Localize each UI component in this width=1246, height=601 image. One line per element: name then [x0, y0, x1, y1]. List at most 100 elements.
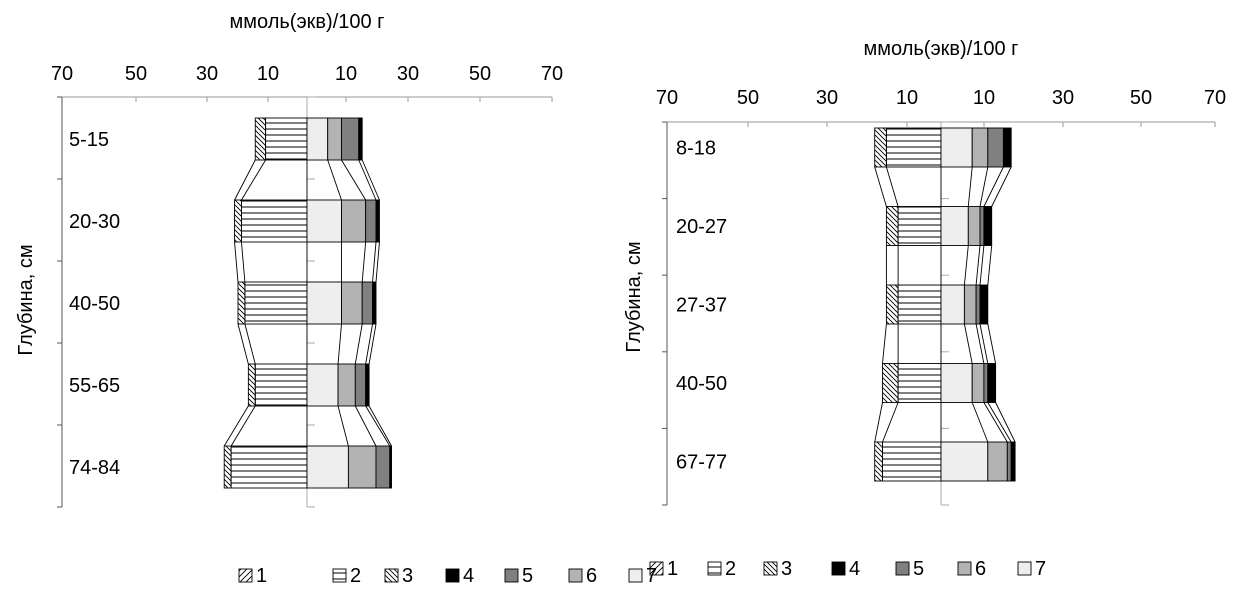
bar-segment-5 — [375, 445, 391, 489]
bar-segment-6 — [327, 117, 342, 161]
bar-segment-4 — [375, 199, 380, 243]
category-label: 8-18 — [676, 138, 716, 160]
connector-line — [987, 402, 1012, 443]
connector-line — [979, 245, 985, 286]
connector-line — [241, 241, 246, 283]
x-tick-label: 70 — [1204, 87, 1226, 109]
y-axis-label: Глубина, см — [15, 244, 37, 355]
legend-label-5: 5 — [522, 565, 533, 587]
chart-right: ммоль(экв)/100 г 70 50 30 10 10 30 50 70 Глубина,… — [623, 38, 1226, 580]
connector-line — [882, 323, 887, 364]
bar-segment-7 — [940, 363, 973, 403]
bar-segment-4 — [983, 206, 993, 246]
bar-segment-5 — [983, 363, 989, 403]
bar-segment-3 — [874, 441, 883, 482]
bar-segment-5 — [1006, 441, 1012, 482]
connector-line — [975, 323, 985, 364]
connector-line — [983, 166, 1004, 207]
chart-title: ммоль(экв)/100 г — [230, 11, 385, 33]
bar-segment-5 — [361, 281, 374, 325]
connector-line — [361, 241, 367, 283]
category-label: 5-15 — [69, 129, 109, 151]
connector-line — [979, 166, 989, 207]
x-tick-label: 10 — [335, 63, 357, 85]
bar-segment-6 — [971, 363, 985, 403]
legend-swatch-6 — [957, 561, 972, 576]
bar-segment-3 — [223, 445, 232, 489]
bar-segment-2 — [230, 445, 308, 489]
x-tick-label: 50 — [737, 87, 759, 109]
bar-segment-3 — [882, 363, 899, 403]
x-tick-label: 70 — [541, 63, 563, 85]
connector-line — [365, 405, 391, 447]
connector-line — [327, 159, 342, 201]
chart-title: ммоль(экв)/100 г — [864, 38, 1019, 60]
connector-line — [967, 166, 973, 207]
connector-line — [223, 405, 249, 447]
bar-segment-3 — [234, 199, 242, 243]
legend-label-6: 6 — [975, 558, 986, 580]
connector-line — [995, 402, 1016, 443]
connector-line — [885, 166, 899, 207]
bar-segment-3 — [874, 127, 887, 168]
legend-swatch-7 — [1017, 561, 1032, 576]
bar-segment-3 — [247, 363, 256, 407]
bar-segment-5 — [354, 363, 367, 407]
legend-swatch-6 — [568, 568, 583, 583]
bar-segment-6 — [967, 206, 981, 246]
connector-line — [375, 241, 380, 283]
legend-label-6: 6 — [586, 565, 597, 587]
category-label: 67-77 — [676, 452, 727, 474]
x-tick-label: 70 — [656, 87, 678, 109]
bar-segment-5 — [341, 117, 360, 161]
bar-segment-7 — [306, 199, 342, 243]
x-tick-label: 50 — [125, 63, 147, 85]
x-tick-label: 10 — [896, 87, 918, 109]
connector-line — [361, 159, 380, 201]
connector-line — [368, 405, 392, 447]
connector-line — [372, 241, 377, 283]
connector-line — [244, 323, 256, 365]
bar-segment-3 — [885, 284, 899, 325]
legend-swatch-3 — [763, 561, 778, 576]
legend-label-7: 7 — [1035, 558, 1046, 580]
connector-line — [354, 405, 377, 447]
x-tick-label: 30 — [816, 87, 838, 109]
bar-segment-2 — [265, 117, 308, 161]
connector-line — [991, 166, 1012, 207]
bar-segment-7 — [306, 281, 342, 325]
x-tick-label: 30 — [397, 63, 419, 85]
legend-label-5: 5 — [913, 558, 924, 580]
connector-line — [874, 166, 887, 207]
bar-segment-3 — [237, 281, 246, 325]
legend-label-3: 3 — [402, 565, 413, 587]
category-label: 20-30 — [69, 211, 120, 233]
category-label: 55-65 — [69, 375, 120, 397]
bar-segment-4 — [358, 117, 363, 161]
legend-label-4: 4 — [463, 565, 474, 587]
x-tick-label: 30 — [196, 63, 218, 85]
connector-line — [234, 241, 239, 283]
bar-segment-3 — [254, 117, 267, 161]
legend-label-2: 2 — [725, 558, 736, 580]
x-tick-label: 10 — [973, 87, 995, 109]
bar-segment-2 — [240, 199, 308, 243]
bar-segment-6 — [347, 445, 377, 489]
connector-line — [983, 402, 1008, 443]
bar-segment-6 — [987, 441, 1008, 482]
x-tick-label: 10 — [257, 63, 279, 85]
bar-segment-2 — [885, 127, 942, 168]
connector-line — [987, 245, 993, 286]
legend-swatch-1 — [238, 568, 253, 583]
bar-segment-2 — [254, 363, 308, 407]
bar-segment-6 — [337, 363, 356, 407]
connector-line — [963, 245, 969, 286]
bar-segment-7 — [306, 445, 349, 489]
connector-line — [241, 159, 266, 201]
x-tick-label: 50 — [469, 63, 491, 85]
bar-segment-7 — [306, 117, 329, 161]
connector-line — [337, 323, 342, 365]
connector-line — [987, 323, 997, 364]
bar-segment-2 — [897, 363, 942, 403]
